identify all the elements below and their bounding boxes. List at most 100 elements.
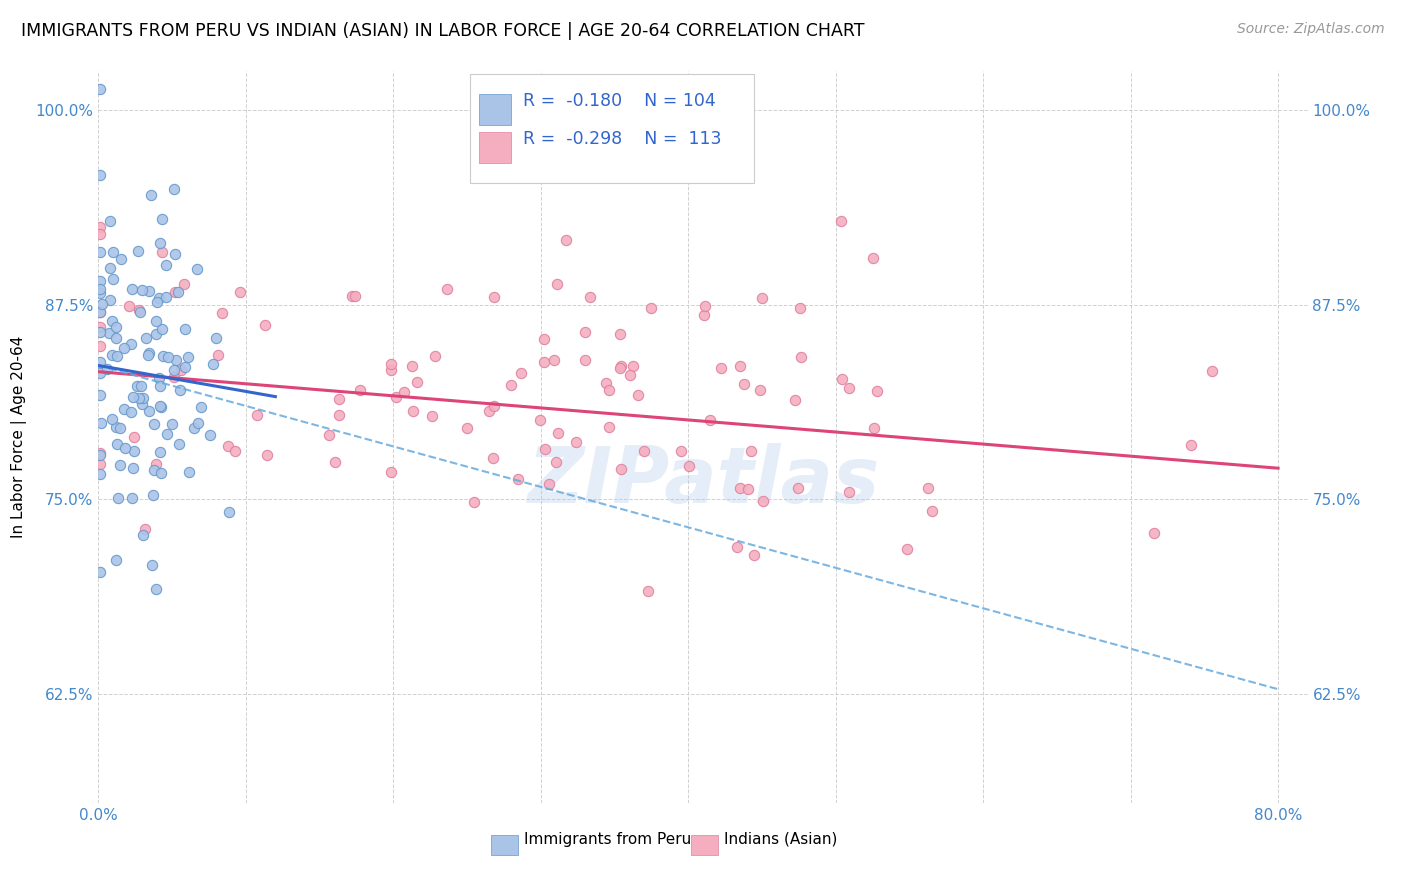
Point [699,413,721,427]
Point [695,299,717,313]
Point [609,360,631,375]
Point [105,552,128,566]
Point [838,381,860,395]
Point [671,443,693,458]
Point [131,378,153,392]
Point [385,390,408,404]
Point [838,485,860,500]
Point [789,350,811,364]
Point [543,353,565,368]
Point [89,245,111,260]
Point [104,419,127,434]
Point [148,291,170,305]
Point [101,245,124,260]
Point [402,404,425,418]
Point [546,455,568,469]
Point [533,355,555,369]
Point [896,542,918,557]
Point [105,437,128,451]
Point [121,491,143,506]
Point [105,331,128,345]
Point [637,583,659,598]
Point [831,372,853,386]
Point [186,261,208,276]
Point [146,294,169,309]
Point [482,290,505,304]
Point [114,441,136,455]
Point [190,400,212,414]
Point [165,247,187,261]
Point [565,434,588,449]
Point [742,548,765,562]
Point [323,455,346,469]
Point [160,417,183,432]
Point [328,408,350,422]
Point [533,333,555,347]
Point [678,458,700,473]
Point [142,488,165,502]
Point [91,296,114,310]
Point [121,282,143,296]
Point [728,359,751,374]
Point [751,494,773,508]
Text: R =  -0.298    N =  113: R = -0.298 N = 113 [523,130,721,148]
Point [830,214,852,228]
Bar [479,132,510,163]
Point [89,168,111,182]
Point [205,331,228,345]
Point [183,421,205,435]
Point [152,349,174,363]
Point [89,566,111,580]
Point [740,444,762,458]
Point [499,79,522,94]
Point [96,361,118,376]
Point [482,450,505,465]
Point [89,227,111,241]
Point [529,413,551,427]
Point [162,363,184,377]
Point [131,283,153,297]
Point [89,367,111,381]
Point [142,417,165,431]
Point [200,427,222,442]
Point [463,495,485,509]
Point [129,305,152,319]
Point [510,366,533,380]
Point [90,416,112,430]
Point [89,339,111,353]
Point [138,346,160,360]
Point [103,271,125,285]
Point [89,446,111,460]
Point [98,261,121,276]
Text: ZIPatlas: ZIPatlas [527,443,879,519]
Point [456,421,478,435]
Point [131,397,153,411]
Point [89,305,111,319]
Point [169,383,191,397]
FancyBboxPatch shape [470,74,754,183]
Point [1201,364,1223,378]
Point [640,301,662,316]
Point [187,416,209,430]
Point [132,528,155,542]
Point [149,445,172,459]
Point [344,289,367,303]
Point [627,387,650,401]
Point [108,458,131,473]
Point [420,409,443,424]
Point [619,368,641,383]
Point [108,421,131,435]
Point [921,504,943,518]
Point [917,481,939,495]
Point [574,353,596,368]
Point [112,401,135,416]
Point [110,252,132,266]
Point [546,277,568,292]
Point [118,299,141,313]
Point [177,350,200,364]
Point [89,81,111,95]
Point [139,188,162,202]
Point [105,349,128,363]
Point [98,326,121,340]
Point [394,384,416,399]
